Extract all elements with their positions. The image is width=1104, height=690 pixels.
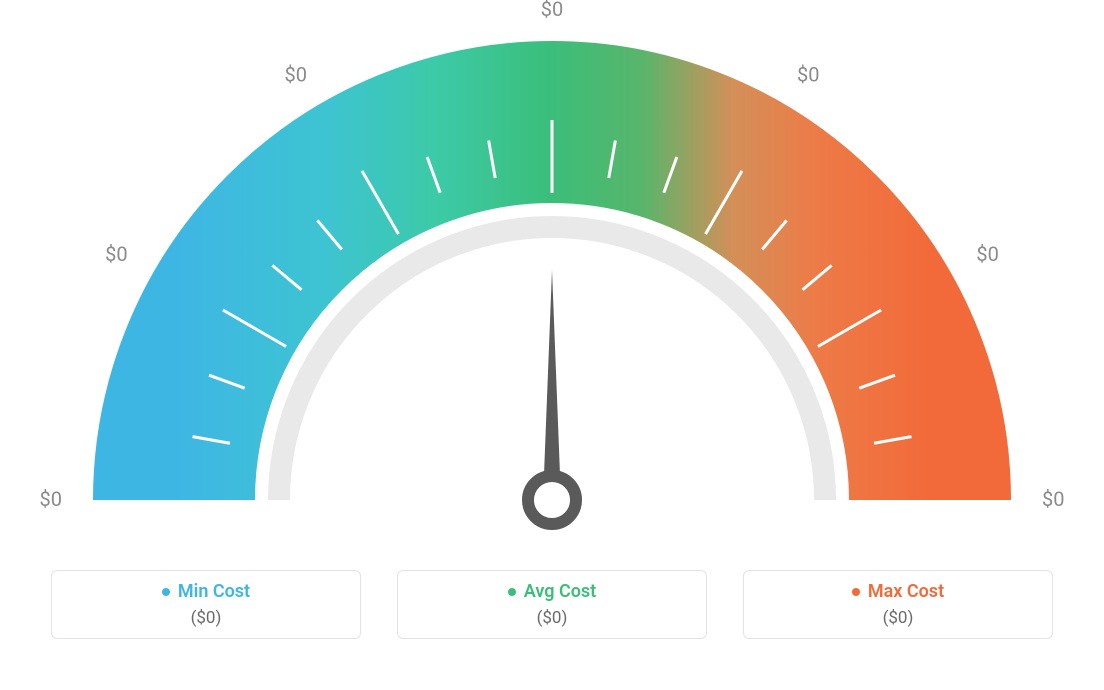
legend-row: Min Cost ($0) Avg Cost ($0) Max Cost ($0… — [51, 570, 1053, 639]
gauge-tick-label: $0 — [40, 487, 62, 511]
legend-dot-avg — [508, 588, 516, 596]
legend-label-max: Max Cost — [868, 581, 944, 602]
legend-card-min: Min Cost ($0) — [51, 570, 361, 639]
legend-value-avg: ($0) — [414, 608, 690, 628]
gauge-chart-container: $0 $0 $0 $0 $0 $0 $0 Min Cost ($0) Avg Cost ($… — [0, 0, 1104, 639]
gauge-chart: $0 $0 $0 $0 $0 $0 $0 — [0, 0, 1104, 560]
legend-card-max: Max Cost ($0) — [743, 570, 1053, 639]
gauge-tick-label: $0 — [976, 242, 998, 266]
gauge-tick-label: $0 — [105, 242, 127, 266]
legend-label-min: Min Cost — [178, 581, 250, 602]
legend-card-avg: Avg Cost ($0) — [397, 570, 707, 639]
legend-dot-min — [162, 588, 170, 596]
gauge-needle — [543, 270, 561, 500]
legend-value-max: ($0) — [760, 608, 1036, 628]
gauge-tick-label: $0 — [285, 63, 307, 87]
gauge-needle-hub — [528, 476, 576, 524]
gauge-tick-label: $0 — [797, 63, 819, 87]
gauge-tick-label: $0 — [541, 0, 563, 21]
legend-value-min: ($0) — [68, 608, 344, 628]
gauge-tick-label: $0 — [1042, 487, 1064, 511]
legend-label-avg: Avg Cost — [524, 581, 596, 602]
legend-dot-max — [852, 588, 860, 596]
